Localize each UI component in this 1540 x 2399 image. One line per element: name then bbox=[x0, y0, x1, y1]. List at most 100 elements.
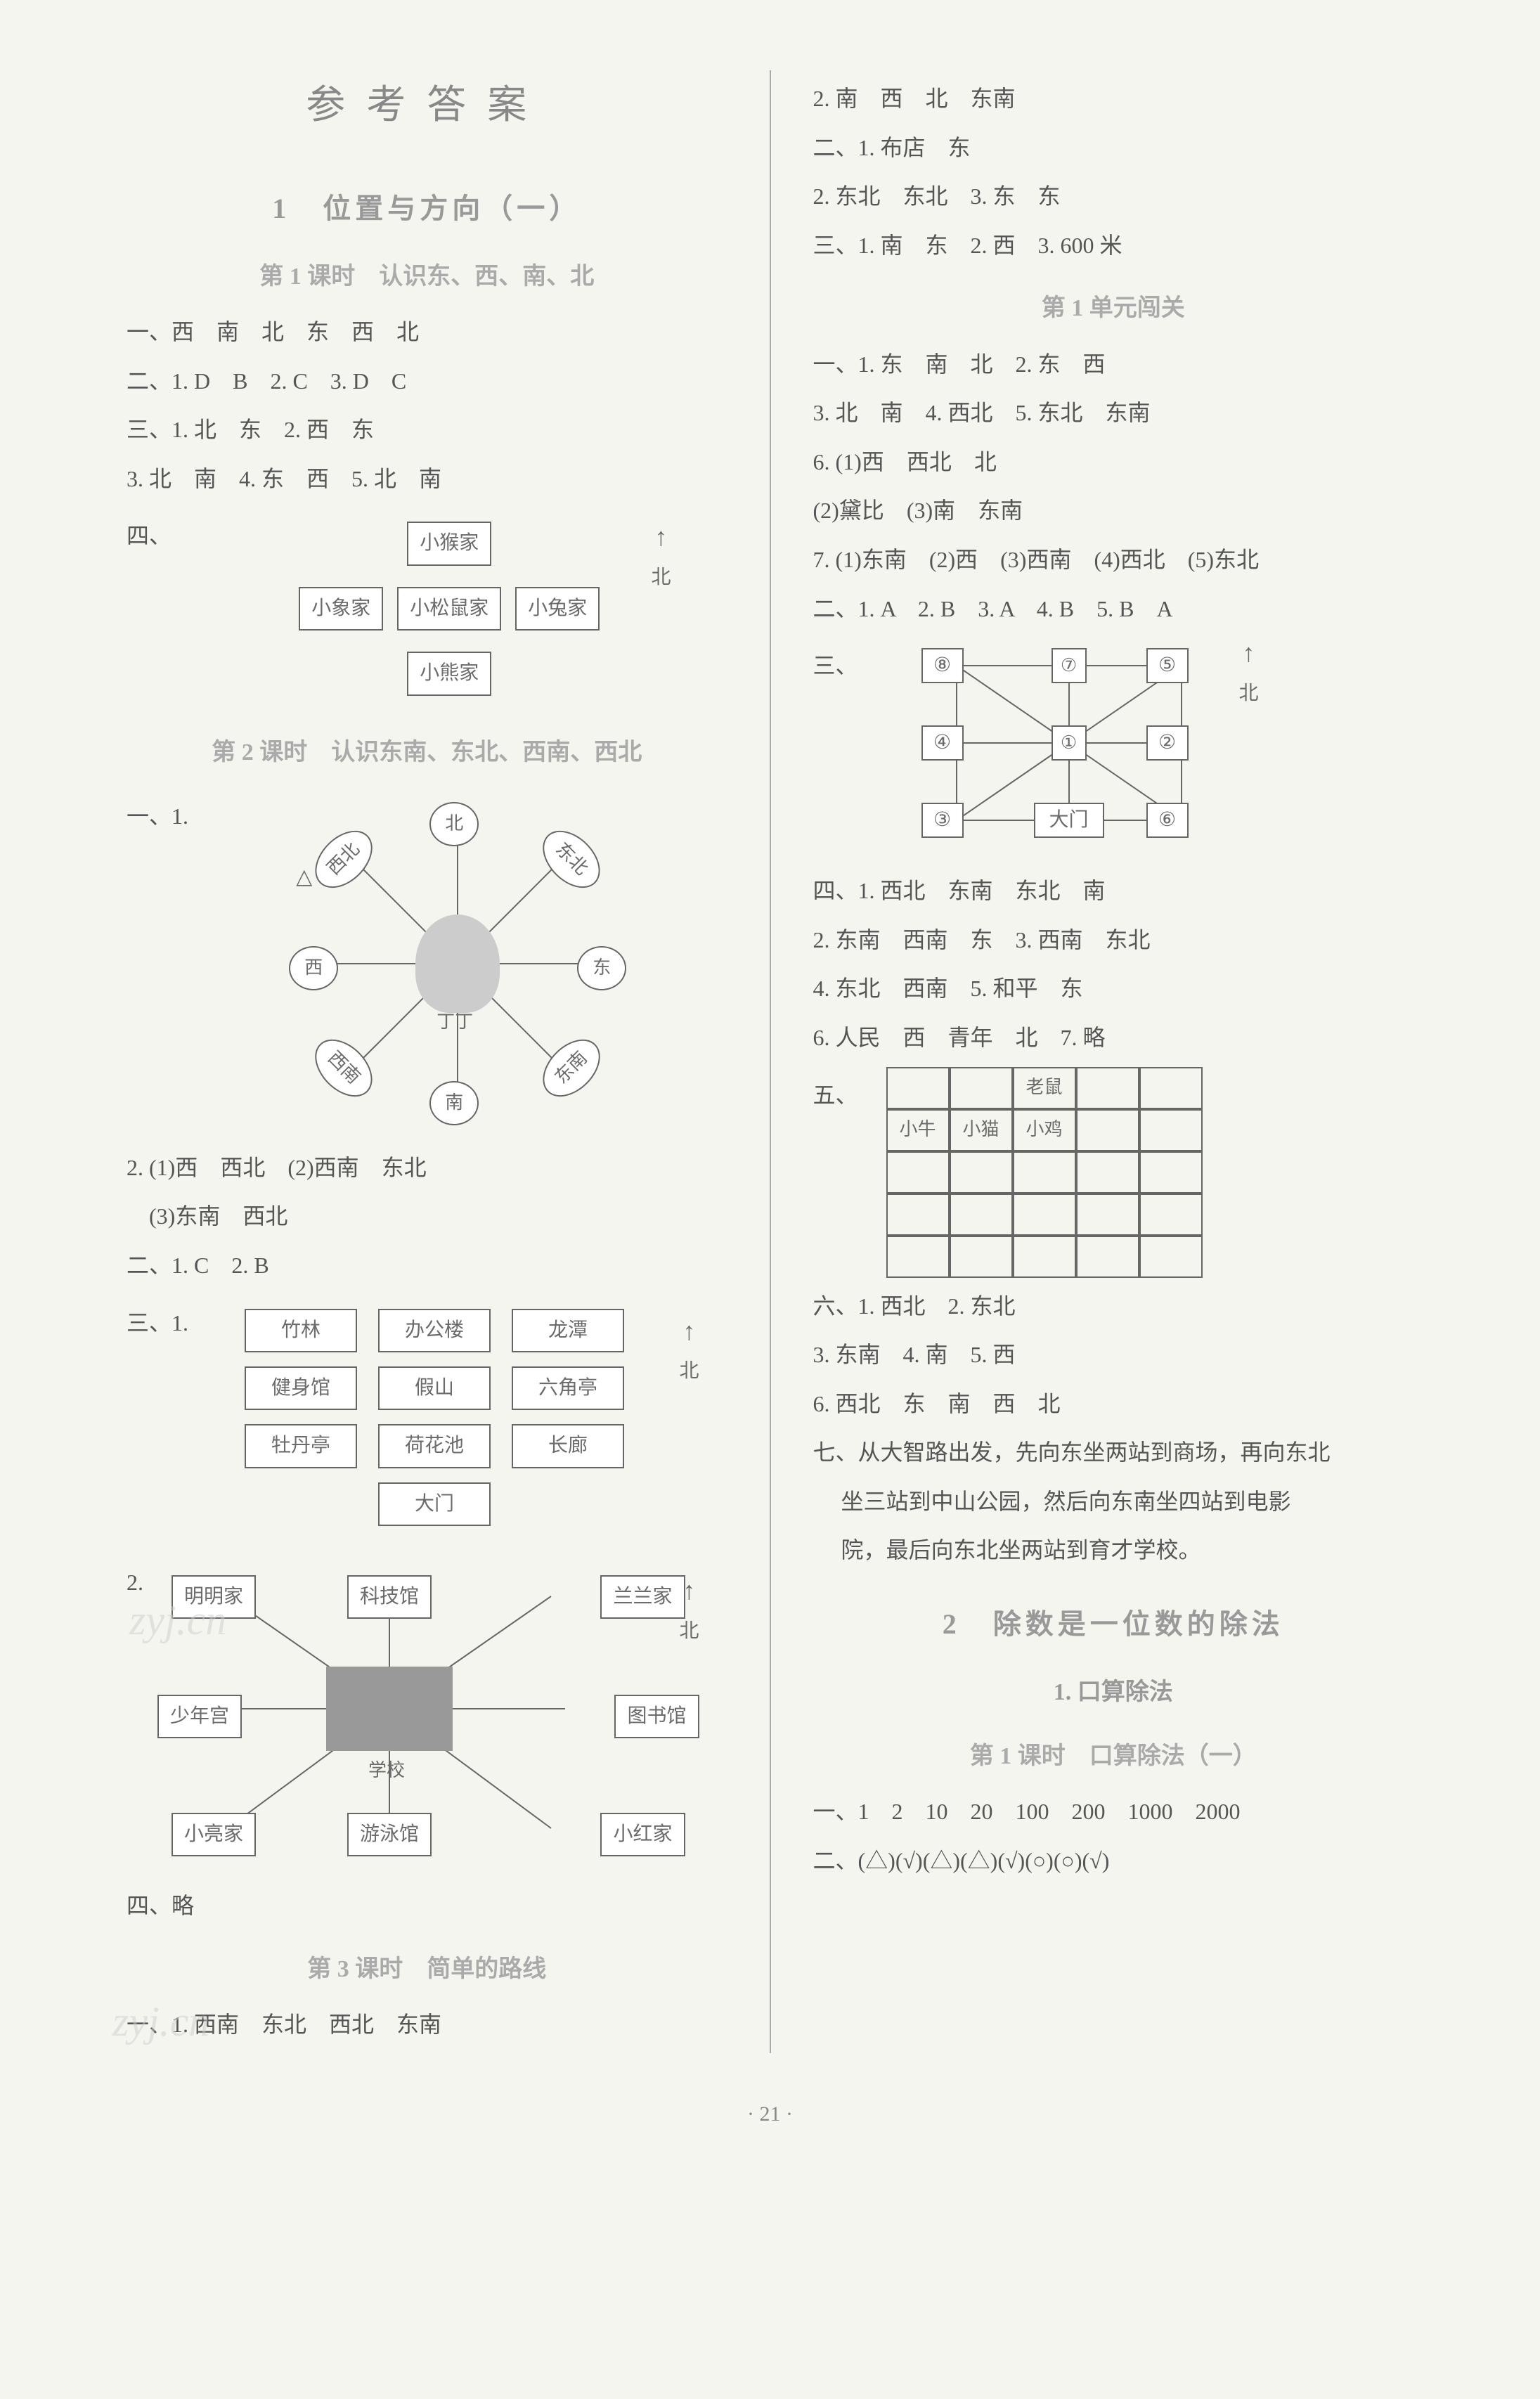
triangle-marker: △ bbox=[296, 858, 312, 896]
park-office: 办公楼 bbox=[378, 1309, 491, 1352]
map-hong: 小红家 bbox=[600, 1813, 685, 1856]
dir-e: 东 bbox=[577, 946, 626, 990]
l2-q2a: 2. (1)西 西北 (2)西南 东北 bbox=[127, 1148, 727, 1189]
num-2: ② bbox=[1146, 725, 1189, 761]
cell-4-4 bbox=[1139, 1236, 1203, 1278]
chapter2-lesson1: 第 1 课时 口算除法（一） bbox=[813, 1735, 1414, 1778]
cell-3-4 bbox=[1139, 1194, 1203, 1236]
map-pool: 游泳馆 bbox=[347, 1813, 432, 1856]
park-corridor: 长廊 bbox=[512, 1424, 624, 1468]
cell-4-0 bbox=[886, 1236, 950, 1278]
park-peony: 牡丹亭 bbox=[245, 1424, 357, 1468]
map-tech: 科技馆 bbox=[347, 1575, 432, 1619]
monkey-house: 小猴家 bbox=[407, 522, 491, 565]
u17: 坐三站到中山公园，然后向东南坐四站到电影 bbox=[813, 1482, 1414, 1522]
page-number: · 21 · bbox=[127, 2095, 1413, 2133]
num-gate: 大门 bbox=[1034, 803, 1104, 838]
cell-0-1 bbox=[950, 1067, 1013, 1109]
compass-diagram: △ 北 东北 东 东南 南 西南 西 西北 丁丁 bbox=[282, 788, 633, 1139]
u3: 6. (1)西 西北 北 bbox=[813, 442, 1414, 483]
cell-4-3 bbox=[1076, 1236, 1139, 1278]
u13: 六、1. 西北 2. 东北 bbox=[813, 1286, 1414, 1327]
rabbit-house: 小兔家 bbox=[515, 587, 600, 631]
u7-label: 三、 bbox=[813, 646, 858, 854]
dir-s: 南 bbox=[429, 1081, 479, 1125]
u8: 四、1. 西北 东南 东北 南 bbox=[813, 871, 1414, 912]
cell-2-1 bbox=[950, 1151, 1013, 1194]
l1-q3b: 3. 北 南 4. 东 西 5. 北 南 bbox=[127, 459, 727, 500]
l1-q4-label: 四、 bbox=[127, 516, 172, 701]
cell-cow: 小牛 bbox=[886, 1109, 950, 1151]
l1-q2: 二、1. D B 2. C 3. D C bbox=[127, 361, 727, 402]
school-label: 学校 bbox=[368, 1754, 405, 1787]
u14: 3. 东南 4. 南 5. 西 bbox=[813, 1335, 1414, 1376]
map-library: 图书馆 bbox=[614, 1695, 699, 1738]
u9: 2. 东南 西南 东 3. 西南 东北 bbox=[813, 920, 1414, 961]
cell-0-3 bbox=[1076, 1067, 1139, 1109]
school-diagram: 北 明明家 科技馆 兰兰家 少年宫 学校 图书馆 小亮家 bbox=[143, 1568, 727, 1863]
school-icon bbox=[326, 1667, 453, 1751]
cell-3-0 bbox=[886, 1194, 950, 1236]
l2-q3-label: 三、1. bbox=[127, 1303, 188, 1532]
cell-4-1 bbox=[950, 1236, 1013, 1278]
lesson1-title: 第 1 课时 认识东、西、南、北 bbox=[127, 255, 727, 298]
house-diagram: 北 小猴家 小象家 小松鼠家 小兔家 小熊家 bbox=[172, 522, 727, 695]
r2: 二、1. 布店 东 bbox=[813, 128, 1414, 169]
cell-0-4 bbox=[1139, 1067, 1203, 1109]
park-gate: 大门 bbox=[378, 1482, 491, 1526]
num-3: ③ bbox=[921, 803, 964, 838]
dir-w: 西 bbox=[289, 946, 338, 990]
num-4: ④ bbox=[921, 725, 964, 761]
num-1: ① bbox=[1052, 725, 1087, 761]
l2-q2-2: 二、1. C 2. B bbox=[127, 1246, 727, 1286]
north-arrow-4: 北 bbox=[1239, 631, 1259, 711]
cell-0-0 bbox=[886, 1067, 950, 1109]
cell-3-1 bbox=[950, 1194, 1013, 1236]
r3: 2. 东北 东北 3. 东 东 bbox=[813, 176, 1414, 217]
dir-n: 北 bbox=[429, 802, 479, 846]
map-lan: 兰兰家 bbox=[600, 1575, 685, 1619]
cell-2-3 bbox=[1076, 1151, 1139, 1194]
animal-grid: 老鼠 小牛 小猫 小鸡 bbox=[886, 1067, 1203, 1278]
l2-q2b: (3)东南 西北 bbox=[127, 1196, 727, 1237]
l2-q3-2-label: 2. bbox=[127, 1563, 143, 1869]
u11: 6. 人民 西 青年 北 7. 略 bbox=[813, 1018, 1414, 1059]
squirrel-house: 小松鼠家 bbox=[397, 587, 501, 631]
park-bamboo: 竹林 bbox=[245, 1309, 357, 1352]
num-5: ⑤ bbox=[1146, 648, 1189, 683]
column-divider bbox=[770, 70, 771, 2053]
cell-1-3 bbox=[1076, 1109, 1139, 1151]
park-rockery: 假山 bbox=[378, 1366, 491, 1410]
num-7: ⑦ bbox=[1052, 648, 1087, 683]
num-8: ⑧ bbox=[921, 648, 964, 683]
north-arrow: 北 bbox=[651, 515, 671, 595]
main-title: 参考答案 bbox=[127, 70, 727, 141]
park-hex: 六角亭 bbox=[512, 1366, 624, 1410]
bear-house: 小熊家 bbox=[407, 652, 491, 695]
cell-4-2 bbox=[1013, 1236, 1076, 1278]
cell-chicken: 小鸡 bbox=[1013, 1109, 1076, 1151]
map-youth: 少年宫 bbox=[157, 1695, 242, 1738]
lesson2-title: 第 2 课时 认识东南、东北、西南、西北 bbox=[127, 731, 727, 774]
c2-q1: 一、1 2 10 20 100 200 1000 2000 bbox=[813, 1792, 1414, 1832]
park-gym: 健身馆 bbox=[245, 1366, 357, 1410]
north-arrow-2: 北 bbox=[679, 1309, 699, 1390]
chapter2-title: 2 除数是一位数的除法 bbox=[813, 1599, 1414, 1650]
u15: 6. 西北 东 南 西 北 bbox=[813, 1384, 1414, 1425]
u16: 七、从大智路出发，先向东坐两站到商场，再向东北 bbox=[813, 1433, 1414, 1473]
l1-q1: 一、西 南 北 东 西 北 bbox=[127, 312, 727, 353]
u18: 院，最后向东北坐两站到育才学校。 bbox=[813, 1530, 1414, 1571]
park-lotus: 荷花池 bbox=[378, 1424, 491, 1468]
u4: (2)黛比 (3)南 东南 bbox=[813, 491, 1414, 531]
cell-mouse: 老鼠 bbox=[1013, 1067, 1076, 1109]
chapter1-title: 1 位置与方向（一） bbox=[127, 183, 727, 234]
cell-2-2 bbox=[1013, 1151, 1076, 1194]
u1: 一、1. 东 南 北 2. 东 西 bbox=[813, 344, 1414, 385]
map-ming: 明明家 bbox=[172, 1575, 256, 1619]
cell-cat: 小猫 bbox=[950, 1109, 1013, 1151]
num-6: ⑥ bbox=[1146, 803, 1189, 838]
l1-q3: 三、1. 北 东 2. 西 东 bbox=[127, 410, 727, 451]
compass-center-label: 丁丁 bbox=[436, 1006, 473, 1039]
r1: 2. 南 西 北 东南 bbox=[813, 79, 1414, 119]
u5: 7. (1)东南 (2)西 (3)西南 (4)西北 (5)东北 bbox=[813, 540, 1414, 581]
